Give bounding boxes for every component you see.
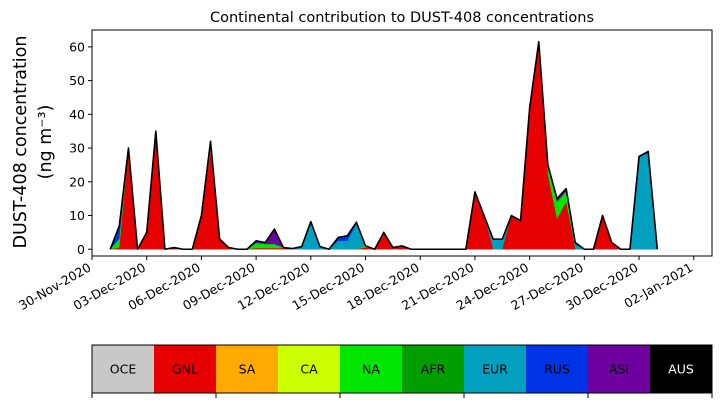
plot-frame (91, 29, 713, 257)
area-eur (110, 46, 658, 250)
y-tick-label: 40 (69, 107, 85, 122)
legend-label-ca: CA (300, 362, 318, 377)
y-axis-label: DUST-408 concentration (11, 36, 31, 249)
y-tick-label: 10 (69, 208, 85, 223)
x-axis: 30-Nov-202003-Dec-202006-Dec-202009-Dec-… (16, 256, 695, 313)
legend-label-aus: AUS (668, 362, 694, 377)
legend-label-gnl: GNL (172, 362, 198, 377)
legend-colorbar: OCE GNL SA CA NA AFR EUR RUS ASI AUS (91, 344, 713, 398)
y-axis: 0 10 20 30 40 50 60 (69, 39, 92, 257)
legend-swatch-oce (92, 345, 155, 393)
y-tick-label: 30 (69, 141, 85, 156)
y-tick-label: 20 (69, 174, 85, 189)
legend-swatch-rus (526, 345, 589, 393)
legend-label-oce: OCE (110, 362, 137, 377)
legend-swatch-ca (278, 345, 341, 393)
legend-label-eur: EUR (482, 362, 508, 377)
legend-frame (91, 344, 713, 394)
legend-label-sa: SA (239, 362, 256, 377)
legend-label-rus: RUS (544, 362, 570, 377)
area-rus (110, 46, 658, 250)
legend-label-afr: AFR (421, 362, 446, 377)
legend-swatch-eur (464, 345, 527, 393)
total-line (109, 41, 659, 251)
legend-swatch-afr (402, 345, 465, 393)
total-outline (109, 41, 659, 251)
y-tick-label: 50 (69, 73, 85, 88)
legend-swatch-aus (650, 345, 713, 393)
y-tick-label: 60 (69, 39, 85, 54)
area-asi (110, 41, 658, 250)
y-axis-unit-label: (ng m⁻³) (36, 105, 56, 180)
chart-title: Continental contribution to DUST-408 con… (210, 10, 594, 26)
area-gnl (110, 46, 658, 250)
legend-swatch-sa (216, 345, 279, 393)
legend-swatch-asi (588, 345, 651, 393)
legend-swatch-gnl (154, 345, 217, 393)
legend-label-asi: ASI (609, 362, 629, 377)
y-tick-label: 0 (77, 242, 85, 257)
area-layers (110, 41, 658, 250)
legend-label-na: NA (362, 362, 380, 377)
legend-swatch-na (340, 345, 403, 393)
area-na (110, 46, 658, 250)
